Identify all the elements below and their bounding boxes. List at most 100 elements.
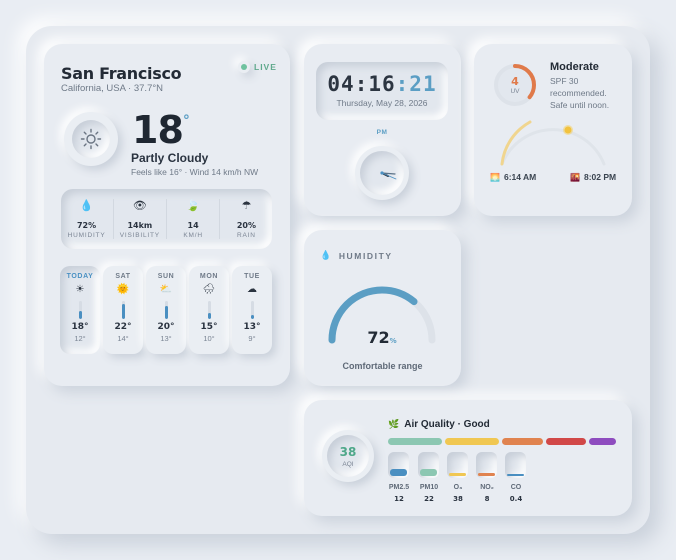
- uv-gauge: [494, 64, 536, 106]
- sun-icon: ☀: [75, 284, 85, 295]
- stat-value: 20%: [236, 221, 256, 230]
- sun-icon: [80, 128, 102, 150]
- umbrella-icon: ☂: [241, 200, 252, 212]
- cloud-icon: ☁: [247, 284, 257, 295]
- stat-label: RAIN: [237, 232, 256, 239]
- stat-humidity: 💧 72% HUMIDITY: [62, 199, 112, 239]
- pollutant-level: [447, 452, 468, 478]
- pollutant-name: PM10: [419, 484, 439, 491]
- stat-label: KM/H: [183, 232, 203, 239]
- pollutant-value: 22: [424, 495, 434, 503]
- forecast-temp-bar: [78, 301, 82, 319]
- pollutant-level: [418, 452, 439, 478]
- uv-advice-line: SPF 30: [550, 76, 579, 86]
- humidity-unit: %: [389, 337, 397, 345]
- stat-label: HUMIDITY: [67, 232, 106, 239]
- pollutant-o3: O₃ 38: [447, 452, 469, 503]
- period-label: PM: [376, 129, 388, 136]
- forecast-day-name: SUN: [157, 273, 175, 280]
- forecast-low: 14°: [117, 334, 129, 343]
- digital-clock: 04:16:21 Thursday, May 28, 2026: [316, 62, 448, 120]
- forecast-high: 15°: [200, 322, 218, 332]
- droplet-icon: 💧: [79, 200, 94, 212]
- forecast-high: 13°: [243, 322, 261, 332]
- aqi-scale-unhealthy: [546, 438, 586, 445]
- air-quality-title: 🌿 Air Quality · Good: [388, 419, 490, 430]
- stat-wind: 🍃 14 KM/H: [168, 199, 218, 239]
- pollutant-value: 0.4: [509, 495, 523, 503]
- uv-index-value: 4: [511, 75, 519, 88]
- pollutant-name: O₃: [453, 484, 463, 491]
- degree-symbol: °: [182, 113, 190, 129]
- stat-value: 14km: [127, 221, 153, 230]
- humidity-value: 72%: [350, 328, 414, 347]
- live-indicator: LIVE: [238, 61, 277, 73]
- forecast-day-today[interactable]: TODAY ☀ 18° 12°: [60, 266, 100, 354]
- uv-unit: UV: [510, 88, 520, 95]
- aqi-scale-hazardous: [589, 438, 616, 445]
- uv-level-title: Moderate: [550, 61, 599, 73]
- weather-condition: Partly Cloudy: [131, 151, 209, 165]
- aqi-dial: 38 AQI: [322, 430, 374, 482]
- feels-like-wind: Feels like 16° · Wind 14 km/h NW: [131, 167, 259, 177]
- stat-value: 14: [187, 221, 199, 230]
- humidity-gauge: [328, 286, 436, 344]
- divider: [112, 199, 114, 239]
- pollutant-pm10: PM10 22: [418, 452, 440, 503]
- rain-cloud-icon: 🌧: [202, 284, 216, 295]
- humidity-number: 72: [367, 328, 390, 347]
- city-name: San Francisco: [61, 64, 182, 83]
- clock-hours: 04: [327, 72, 355, 96]
- sun-dial: [64, 112, 118, 166]
- stat-rain: ☂ 20% RAIN: [221, 199, 271, 239]
- sunset-icon: 🌇: [570, 172, 580, 182]
- humidity-card: [304, 230, 461, 386]
- air-quality-title-label: Air Quality · Good: [404, 419, 490, 430]
- stat-visibility: 👁 14km VISIBILITY: [115, 199, 165, 239]
- pollutant-level: [476, 452, 497, 478]
- clock-colon: :: [395, 72, 410, 96]
- pollutant-level: [505, 452, 526, 478]
- sun-icon: 🌞: [116, 284, 130, 295]
- forecast-low: 9°: [248, 334, 256, 343]
- live-dot-icon: [238, 61, 250, 73]
- eye-icon: 👁: [132, 200, 147, 212]
- forecast-low: 12°: [74, 334, 86, 343]
- sunset-time: 8:02 PM: [583, 172, 617, 182]
- forecast-day-sat[interactable]: SAT 🌞 22° 14°: [103, 266, 143, 354]
- wind-icon: 🍃: [186, 200, 200, 212]
- sunrise-time: 6:14 AM: [503, 172, 537, 182]
- sunrise-icon: 🌅: [490, 172, 500, 182]
- pollutant-no2: NO₂ 8: [476, 452, 498, 503]
- forecast-temp-bar: [164, 301, 168, 319]
- forecast-day-sun[interactable]: SUN ⛅ 20° 13°: [146, 266, 186, 354]
- forecast-day-tue[interactable]: TUE ☁ 13° 9°: [232, 266, 272, 354]
- pollutant-value: 12: [394, 495, 404, 503]
- forecast-day-mon[interactable]: MON 🌧 15° 10°: [189, 266, 229, 354]
- current-temperature: 18°: [132, 108, 190, 152]
- forecast-temp-bar: [207, 301, 211, 319]
- uv-advice-line: Safe until noon.: [550, 100, 610, 110]
- partly-cloudy-icon: ⛅: [159, 284, 173, 295]
- divider: [165, 199, 167, 239]
- sun-path-arc: [500, 120, 606, 166]
- sunrise: 🌅 6:14 AM: [490, 172, 536, 182]
- droplet-icon: 💧: [320, 250, 333, 260]
- digital-time: 04:16:21: [316, 72, 448, 96]
- forecast-temp-bar: [121, 301, 125, 319]
- clock-seconds: 21: [409, 72, 437, 96]
- uv-advice-line: recommended.: [550, 88, 607, 98]
- forecast-high: 22°: [114, 322, 132, 332]
- divider: [219, 199, 221, 239]
- forecast-day-name: TUE: [244, 273, 260, 280]
- uv-advice: SPF 30 recommended. Safe until noon.: [550, 75, 609, 111]
- clock-minutes: 16: [368, 72, 396, 96]
- clock-date: Thursday, May 28, 2026: [336, 98, 428, 108]
- forecast-high: 18°: [71, 322, 89, 332]
- stat-value: 72%: [76, 221, 97, 230]
- clock-colon: :: [354, 72, 369, 96]
- stat-label: VISIBILITY: [119, 232, 160, 239]
- temperature-value: 18: [132, 108, 184, 152]
- pollutant-name: NO₂: [480, 484, 494, 491]
- pollutant-name: CO: [510, 484, 522, 491]
